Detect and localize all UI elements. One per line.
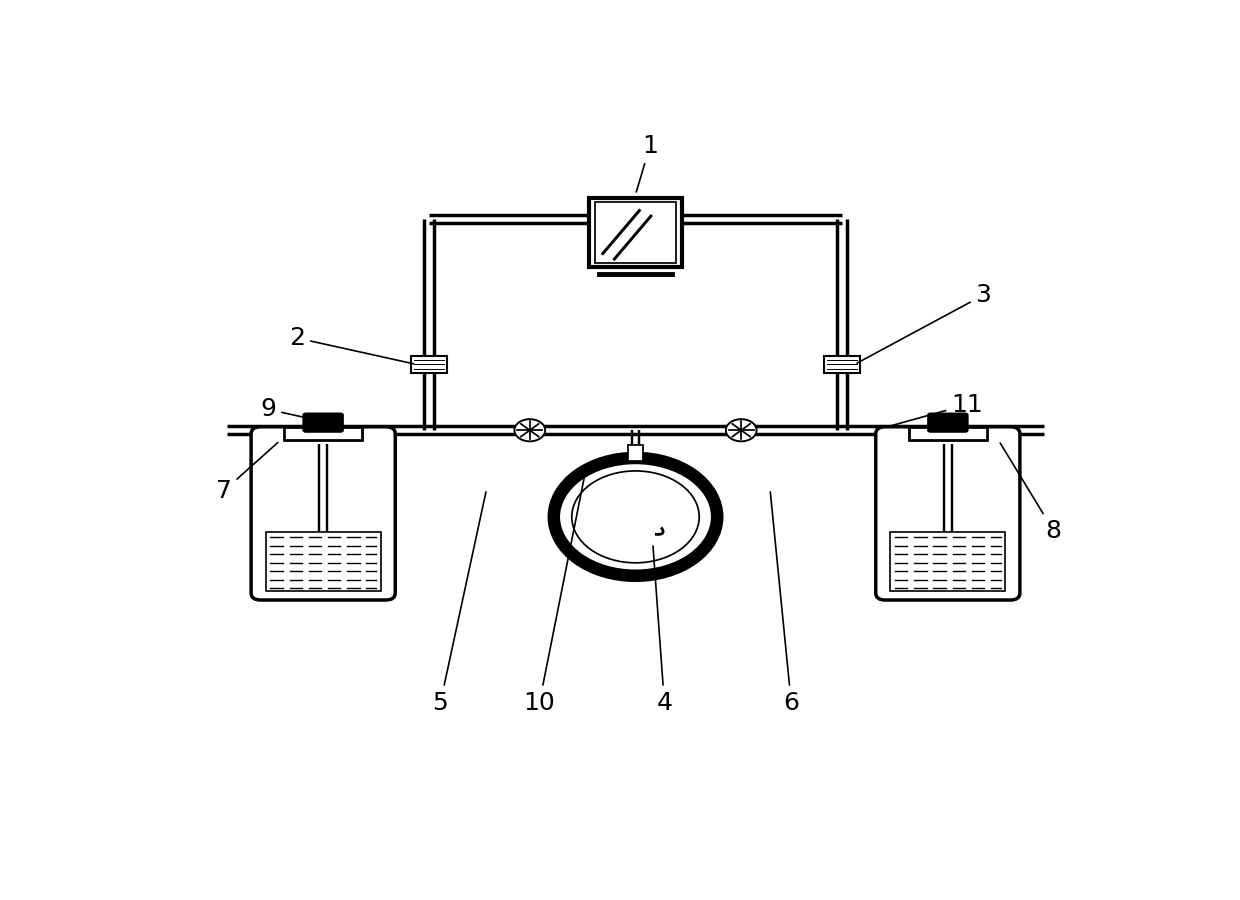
- FancyBboxPatch shape: [875, 427, 1019, 600]
- Bar: [595, 202, 676, 263]
- Circle shape: [725, 419, 756, 441]
- Bar: [627, 446, 644, 461]
- Bar: [589, 198, 682, 267]
- Text: 8: 8: [1001, 443, 1061, 543]
- Text: 11: 11: [890, 392, 983, 426]
- FancyBboxPatch shape: [250, 427, 396, 600]
- Bar: [265, 533, 381, 591]
- Text: 6: 6: [770, 492, 800, 715]
- Circle shape: [554, 458, 717, 576]
- Bar: [410, 356, 448, 373]
- Text: 4: 4: [653, 546, 672, 715]
- Text: 3: 3: [857, 284, 991, 363]
- Text: 5: 5: [433, 492, 486, 715]
- FancyBboxPatch shape: [928, 413, 968, 432]
- Circle shape: [515, 419, 546, 441]
- Circle shape: [572, 471, 699, 562]
- Bar: [284, 428, 362, 440]
- Bar: [909, 428, 987, 440]
- Bar: [823, 356, 861, 373]
- Text: 2: 2: [289, 326, 414, 364]
- Text: 1: 1: [636, 134, 658, 192]
- Text: 10: 10: [523, 464, 587, 715]
- Bar: [890, 533, 1006, 591]
- Text: 7: 7: [216, 443, 278, 502]
- Text: 9: 9: [260, 398, 345, 427]
- FancyBboxPatch shape: [303, 413, 343, 432]
